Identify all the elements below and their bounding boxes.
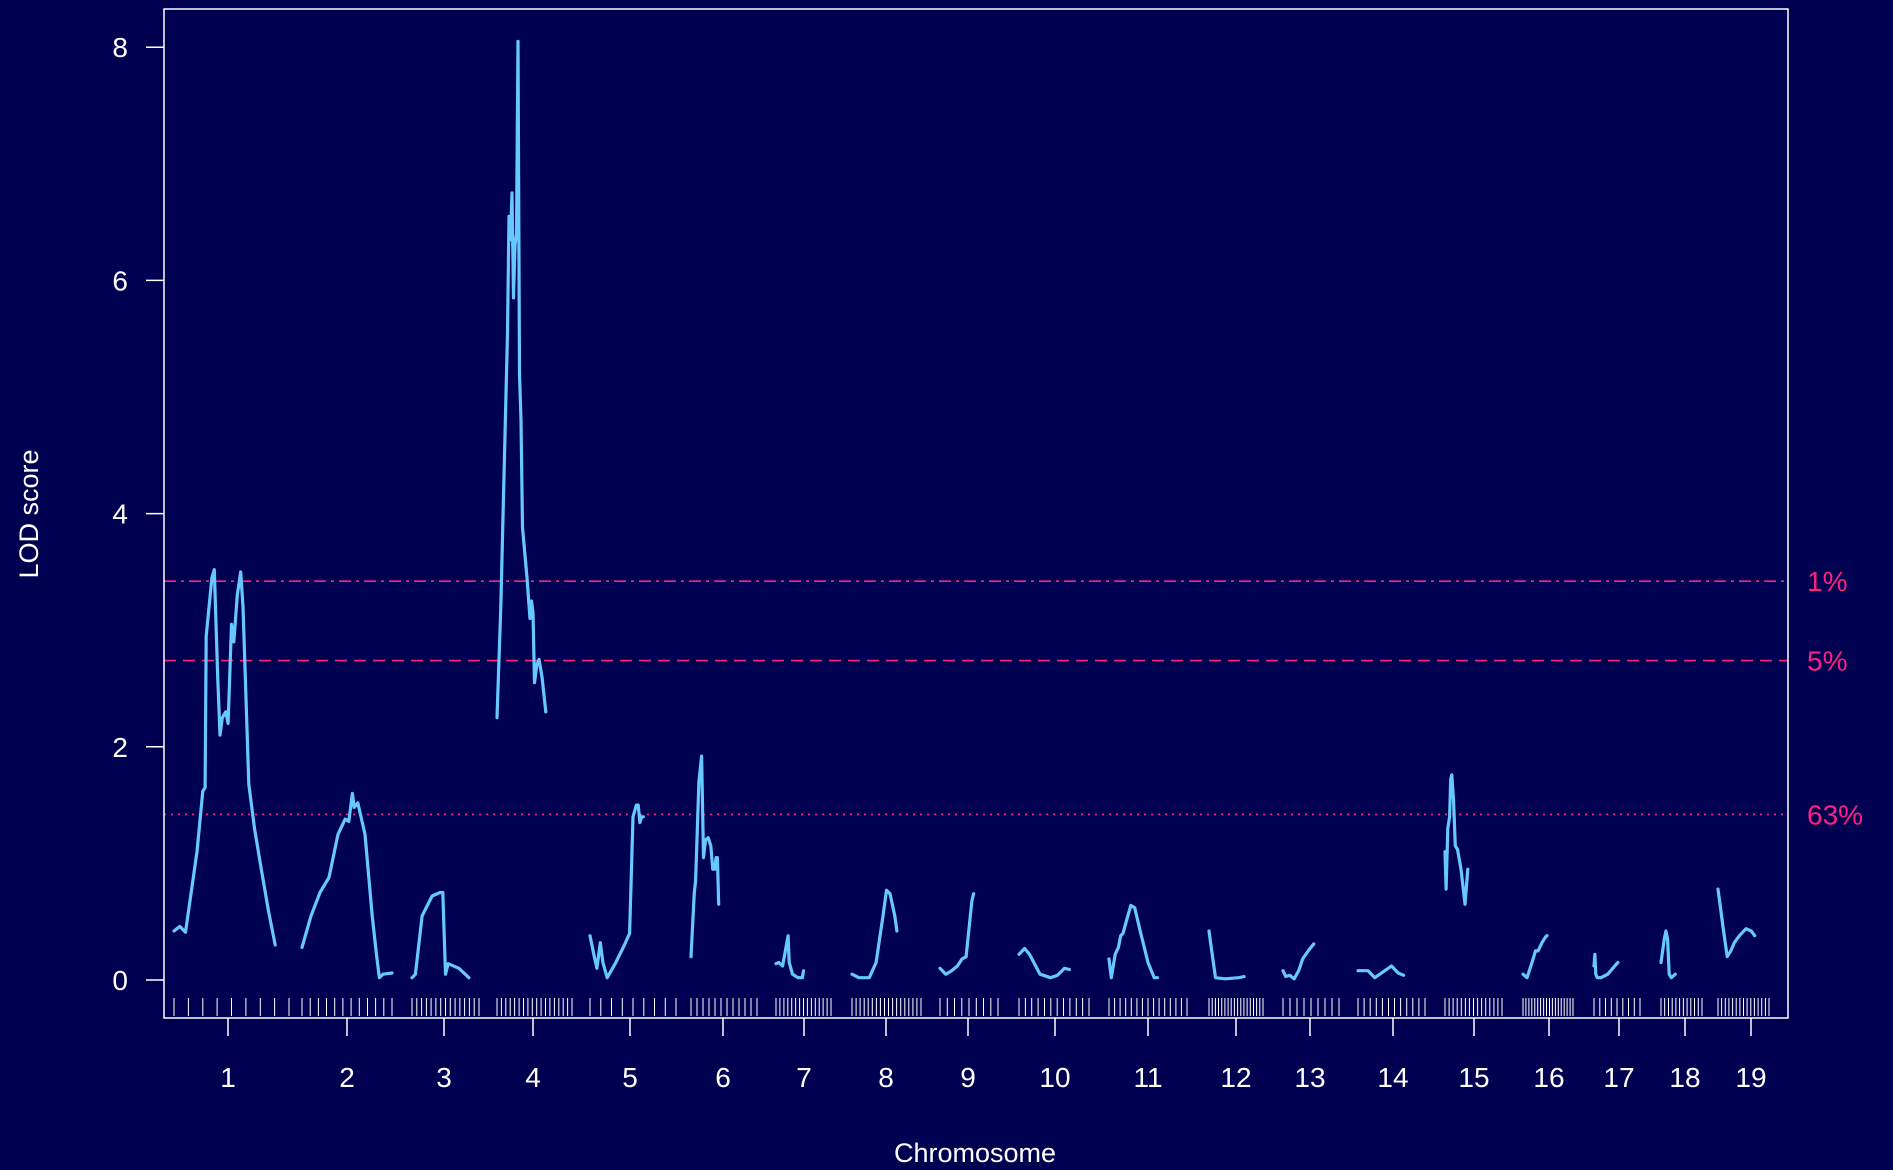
marker-rug bbox=[173, 998, 1770, 1016]
x-tick-label: 6 bbox=[715, 1062, 731, 1093]
x-tick-label: 7 bbox=[796, 1062, 812, 1093]
lod-curve-chr-2 bbox=[300, 791, 394, 980]
y-tick-label: 6 bbox=[112, 265, 128, 296]
x-tick-label: 19 bbox=[1735, 1062, 1766, 1093]
lod-curve-chr-7 bbox=[774, 934, 806, 980]
x-tick-label: 15 bbox=[1458, 1062, 1489, 1093]
lod-curves bbox=[172, 39, 1757, 981]
lod-curve-chr-8 bbox=[850, 888, 899, 980]
y-axis-label: LOD score bbox=[14, 449, 44, 578]
lod-curve-chr-16 bbox=[1521, 934, 1549, 980]
x-tick-label: 3 bbox=[436, 1062, 452, 1093]
lod-curve-chr-15 bbox=[1443, 773, 1470, 906]
x-tick-label: 16 bbox=[1533, 1062, 1564, 1093]
lod-curve-chr-12 bbox=[1207, 929, 1246, 981]
x-tick-label: 11 bbox=[1133, 1062, 1162, 1093]
lod-curve-chr-13 bbox=[1281, 942, 1316, 981]
x-tick-label: 12 bbox=[1220, 1062, 1251, 1093]
x-tick-label: 10 bbox=[1039, 1062, 1070, 1093]
x-tick-label: 13 bbox=[1294, 1062, 1325, 1093]
x-tick-label: 14 bbox=[1377, 1062, 1408, 1093]
lod-curve-chr-1 bbox=[172, 567, 277, 947]
x-tick-label: 2 bbox=[339, 1062, 355, 1093]
threshold-label: 63% bbox=[1807, 799, 1863, 830]
x-tick-label: 1 bbox=[220, 1062, 236, 1093]
lod-curve-chr-19 bbox=[1716, 887, 1757, 959]
y-axis: 0 2 4 6 8 bbox=[112, 32, 164, 996]
y-tick-label: 4 bbox=[112, 499, 128, 530]
lod-curve-chr-3 bbox=[410, 890, 471, 980]
lod-curve-chr-5 bbox=[588, 803, 645, 980]
x-tick-label: 17 bbox=[1603, 1062, 1634, 1093]
lod-curve-chr-14 bbox=[1356, 964, 1406, 980]
x-axis-label: Chromosome bbox=[894, 1138, 1056, 1168]
lod-curve-chr-4 bbox=[495, 39, 548, 720]
lod-curve-chr-17 bbox=[1592, 952, 1620, 980]
threshold-label: 1% bbox=[1807, 566, 1847, 597]
lod-curve-chr-6 bbox=[689, 754, 721, 959]
threshold-layer: 1% 5% 63% bbox=[164, 566, 1863, 830]
threshold-label: 5% bbox=[1807, 646, 1847, 677]
lod-curve-chr-10 bbox=[1017, 946, 1072, 980]
y-tick-label: 8 bbox=[112, 32, 128, 63]
x-tick-label: 8 bbox=[878, 1062, 894, 1093]
x-axis: 1 2 3 4 5 6 7 8 9 10 11 12 13 14 15 16 17 18 19 bbox=[220, 1018, 1767, 1093]
x-tick-label: 4 bbox=[525, 1062, 541, 1093]
x-tick-label: 9 bbox=[960, 1062, 976, 1093]
lod-curve-chr-11 bbox=[1107, 903, 1160, 980]
x-tick-label: 18 bbox=[1669, 1062, 1700, 1093]
y-tick-label: 2 bbox=[112, 732, 128, 763]
y-tick-label: 0 bbox=[112, 965, 128, 996]
lod-curve-chr-9 bbox=[938, 892, 976, 976]
x-tick-label: 5 bbox=[622, 1062, 638, 1093]
lod-curve-chr-18 bbox=[1659, 929, 1677, 980]
